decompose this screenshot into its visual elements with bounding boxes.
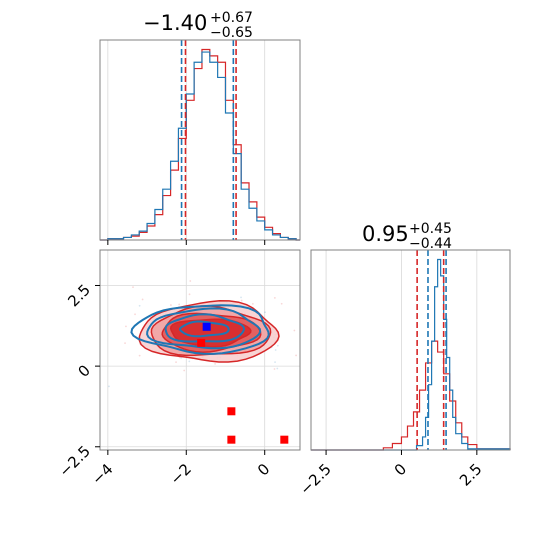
blue-contour-level-2 [164,313,246,343]
sample-point [108,385,110,388]
hist-param1-panel [99,39,301,245]
red-square-marker [197,338,206,347]
blue-contour-level-3 [146,307,262,350]
sample-point [138,304,141,307]
hist-param2-xticks: −2.5 0 2.5 [296,450,486,499]
scatter-2d-markers [197,322,289,444]
blue-contour-level-1 [178,320,230,338]
title-param1-median: −1.40 [143,11,207,35]
sample-point [180,356,183,359]
title-param1-plus: +0.67 [210,10,253,26]
scatter-2d-xtick-label: −2 [167,460,195,488]
sample-point [170,304,172,306]
title-param2-median: 0.95 [362,222,409,246]
sample-point [354,325,356,327]
sample-point [276,367,279,370]
sample-point [138,354,141,357]
hist-param2-red-series [311,340,511,451]
sample-point [274,349,277,351]
title-param2: 0.95 +0.45 −0.44 [362,221,452,252]
title-param2-plus: +0.45 [409,221,452,237]
scatter-2d-xtick-label: 0 [254,460,273,479]
hist-param2-grid [325,250,478,450]
sample-point [301,311,303,313]
sample-point [124,342,126,345]
sample-point [132,286,134,289]
sample-point [251,302,254,305]
sample-point [134,313,136,316]
hist-param1-frame [99,39,301,241]
red-square-marker [227,435,236,444]
sample-point [240,299,243,302]
scatter-2d-blue-contours [130,304,270,355]
hist-param2-blue-series [311,258,511,451]
sample-point [273,297,276,299]
title-param1-minus: −0.65 [210,25,253,41]
hist-param2-xtick-label: 0 [391,460,410,479]
sample-point [264,311,266,314]
scatter-2d-frame [99,249,301,451]
hist-param2-panel: −2.5 0 2.5 [296,249,511,499]
sample-point [175,361,177,364]
sample-point [188,360,191,363]
hist-param2-xtick-label: −2.5 [296,460,334,498]
blue-contour-level-4 [130,304,270,355]
sample-point [276,344,279,347]
blue-square-marker [202,322,211,331]
hist-param2-series [311,258,511,451]
sample-point [280,302,283,305]
sample-point [183,369,186,372]
sample-point [274,361,276,364]
sample-point [214,362,216,365]
sample-point [240,296,242,299]
hist-param2-quantiles [416,250,447,450]
hist-param2-xtick-label: 2.5 [456,460,486,490]
sample-point [189,280,192,282]
hist-param2-frame [310,249,511,451]
hist-param1-red-series [100,48,300,241]
title-param1: −1.40 +0.67 −0.65 [143,10,253,41]
hist-param1-xticks [107,240,266,245]
sample-point [141,298,144,301]
scatter-2d-yticks: −2.502.5 [56,281,100,481]
sample-point [178,303,181,306]
scatter-2d-ytick-label: 2.5 [64,281,94,311]
sample-point [293,329,296,332]
scatter-2d-red-contours [138,300,280,363]
sample-point [125,325,127,328]
scatter-2d-xticks: −4 −2 0 [88,450,273,488]
sample-point [188,293,191,296]
title-param2-minus: −0.44 [409,236,452,252]
scatter-2d-xtick-label: −4 [88,460,116,488]
hist-param1-blue-series [100,51,300,241]
sample-point [273,368,276,370]
hist-param1-series [100,48,300,241]
sample-point [295,354,297,357]
scatter-2d-ytick-label: 0 [75,361,94,380]
hist-param1-quantiles [180,40,237,240]
red-square-marker [280,435,289,444]
red-square-marker [227,407,236,416]
